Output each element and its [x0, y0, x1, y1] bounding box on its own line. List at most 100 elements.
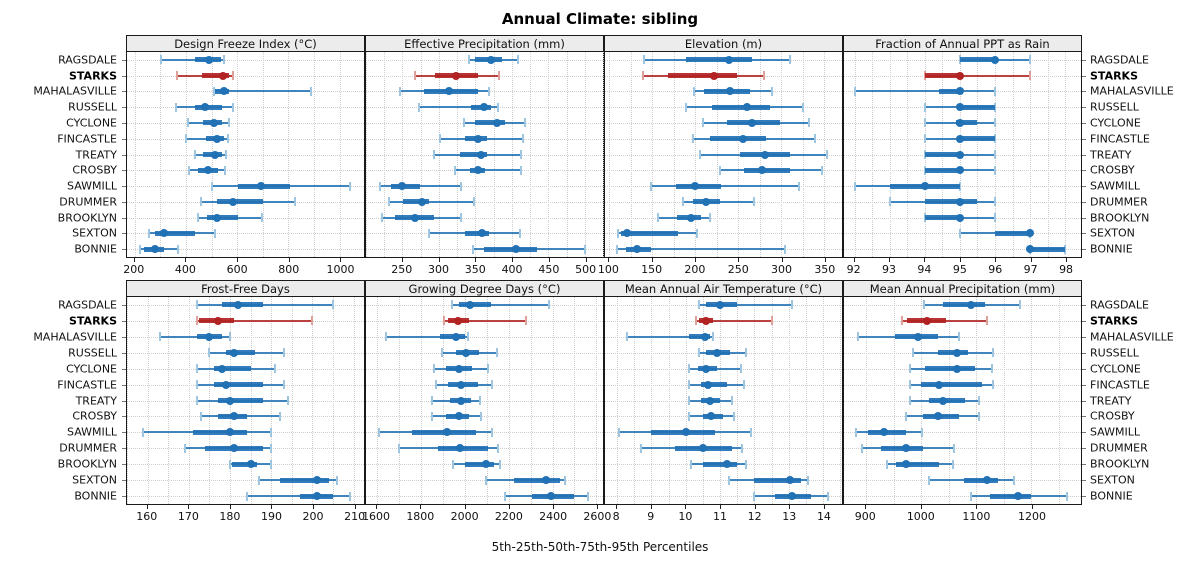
x-axis-effective-precipitation-mm: 250 300 350 400 450 500: [365, 258, 604, 280]
median-dot: [213, 316, 222, 325]
median-dot: [456, 444, 465, 453]
whisker-cap: [813, 134, 816, 144]
whisker-cap: [806, 475, 809, 485]
whisker-cap: [909, 380, 912, 390]
whisker-cap: [193, 150, 196, 159]
y-axis-tick: [1082, 201, 1086, 203]
median-dot: [455, 364, 464, 373]
whisker-cap: [617, 427, 620, 437]
x-axis-tick-label: 1600: [362, 510, 391, 523]
whisker-cap: [450, 300, 453, 310]
panel-grid-bottom: RAGSDALE STARKS MAHALASVILLE RUSSELL CYCLONE…: [0, 280, 1200, 527]
whisker-cap: [616, 228, 619, 238]
whisker-cap: [498, 71, 501, 81]
whisker-cap: [348, 181, 351, 191]
whisker-cap: [993, 165, 996, 175]
median-dot: [457, 380, 466, 389]
whisker-cap: [749, 427, 752, 437]
x-axis-tick: [553, 505, 555, 509]
whisker-cap: [719, 165, 722, 175]
whisker-cap: [1066, 491, 1069, 501]
x-axis-tick: [694, 258, 696, 262]
x-axis-tick-label: 11: [713, 510, 728, 523]
whisker-cap: [286, 396, 289, 405]
gridline-horizontal: [844, 448, 1081, 450]
x-axis-tick: [608, 258, 610, 262]
gridline-vertical: [603, 52, 604, 257]
station-label-brooklyn: BROOKLYN: [57, 457, 117, 471]
interquartile-bar-25-75: [924, 215, 960, 221]
y-axis-tick: [1082, 249, 1086, 251]
y-axis-tick: [122, 448, 126, 450]
median-dot: [952, 364, 961, 373]
x-axis-tick: [889, 258, 891, 262]
x-axis-tick-label: 350: [464, 263, 486, 276]
median-dot: [230, 412, 239, 421]
whisker-cap: [462, 118, 465, 128]
whisker-cap: [231, 102, 234, 112]
whisker-cap: [993, 118, 996, 128]
gridline-horizontal: [127, 154, 364, 156]
x-axis-tick: [781, 258, 783, 262]
median-dot: [477, 150, 486, 159]
whisker-5-95: [214, 90, 311, 93]
median-dot: [704, 380, 713, 389]
whisker-cap: [459, 213, 462, 223]
x-axis-tick-label: 1000: [326, 263, 355, 276]
y-axis-tick: [1082, 154, 1086, 156]
station-label-sexton: SEXTON: [1090, 473, 1135, 487]
station-label-sexton: SEXTON: [72, 473, 117, 487]
whisker-5-95: [651, 185, 800, 188]
x-axis-tick-label: 1100: [962, 510, 991, 523]
station-label-mahalasville: MAHALASVILLE: [1090, 330, 1174, 344]
x-axis-tick: [959, 258, 961, 262]
whisker-cap: [688, 396, 691, 405]
station-label-fincastle: FINCASTLE: [1090, 132, 1150, 146]
whisker-cap: [270, 459, 273, 469]
x-axis-tick-label: 97: [1023, 263, 1038, 276]
x-axis-tick-label: 350: [814, 263, 836, 276]
whisker-cap: [438, 134, 441, 144]
gridline-horizontal: [605, 336, 842, 338]
x-axis-tick-label: 250: [727, 263, 749, 276]
whisker-cap: [762, 71, 765, 81]
y-axis-tick: [122, 496, 126, 498]
whisker-cap: [650, 181, 653, 191]
interquartile-bar-25-75: [232, 461, 257, 467]
whisker-cap: [183, 443, 186, 453]
station-labels-list: RAGSDALE STARKS MAHALASVILLE RUSSELL CYCLONE…: [0, 52, 126, 257]
median-dot: [205, 55, 214, 64]
station-label-cyclone: CYCLONE: [66, 116, 117, 130]
station-labels-list: RAGSDALE STARKS MAHALASVILLE RUSSELL CYCLONE…: [0, 297, 126, 504]
whisker-cap: [986, 316, 989, 326]
median-dot: [457, 396, 466, 405]
x-axis-tick: [995, 258, 997, 262]
interquartile-bar-25-75: [464, 461, 495, 467]
whisker-cap: [928, 475, 931, 485]
gridline-horizontal: [605, 233, 842, 235]
median-dot: [698, 444, 707, 453]
whisker-cap: [227, 134, 230, 144]
median-dot: [702, 316, 711, 325]
panel-design-freeze-index-c: Design Freeze Index (°C) 200 400 600 800 1000: [123, 35, 365, 280]
x-axis-tick-label: 98: [1059, 263, 1074, 276]
x-axis-tick-label: 300: [428, 263, 450, 276]
gridline-horizontal: [127, 138, 364, 140]
x-axis-tick: [133, 258, 135, 262]
whisker-5-95: [160, 58, 224, 61]
whisker-cap: [586, 491, 589, 501]
x-axis-tick-label: 2200: [494, 510, 523, 523]
median-dot: [623, 229, 632, 238]
whisker-cap: [430, 396, 433, 405]
whisker-cap: [911, 348, 914, 358]
whisker-cap: [435, 380, 438, 390]
panel-header-frost-free-days: Frost-Free Days: [126, 280, 365, 297]
median-dot: [1026, 245, 1035, 254]
median-dot: [933, 412, 942, 421]
y-axis-tick: [122, 336, 126, 338]
y-axis-tick: [122, 400, 126, 402]
y-axis-tick: [1082, 352, 1086, 354]
x-axis-tick-label: 13: [782, 510, 797, 523]
whisker-cap: [196, 380, 199, 390]
whisker-cap: [196, 300, 199, 310]
